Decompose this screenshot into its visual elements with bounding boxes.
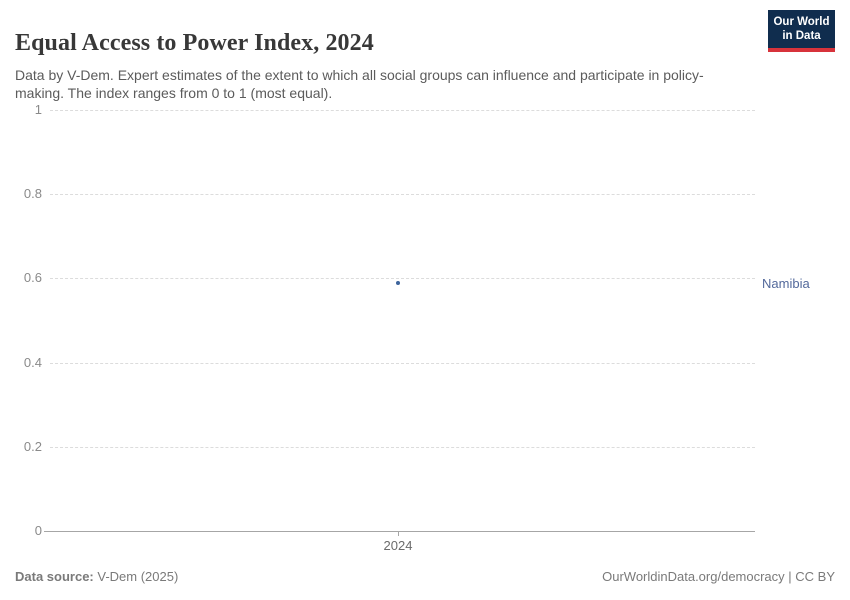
gridline [50,363,755,364]
y-axis-tick-label: 0.4 [23,355,42,370]
owid-logo[interactable]: Our World in Data [768,10,835,52]
data-point-namibia[interactable] [396,281,400,285]
footer: Data source: V-Dem (2025) OurWorldinData… [15,569,835,584]
x-axis-tick [398,531,399,536]
gridline [50,110,755,111]
data-source-note: Data source: V-Dem (2025) [15,569,178,584]
data-source-label: Data source: [15,569,94,584]
y-axis-tick-label: 0 [34,523,42,538]
credit-link[interactable]: OurWorldinData.org/democracy | CC BY [602,569,835,584]
x-axis-line [44,531,755,532]
entity-label-namibia[interactable]: Namibia [762,276,810,291]
y-axis-tick-label: 0.8 [23,186,42,201]
gridline [50,194,755,195]
chart-title: Equal Access to Power Index, 2024 [15,30,374,57]
y-axis-tick-label: 1 [34,102,42,117]
data-source-value: V-Dem (2025) [93,569,179,584]
owid-logo-line1: Our World [773,16,830,28]
gridline [50,278,755,279]
x-axis-tick-label: 2024 [383,538,413,553]
y-axis-tick-label: 0.2 [23,439,42,454]
owid-logo-line2: in Data [782,30,821,42]
chart-subtitle: Data by V-Dem. Expert estimates of the e… [15,67,704,101]
gridline [50,447,755,448]
y-axis-tick-label: 0.6 [23,270,42,285]
